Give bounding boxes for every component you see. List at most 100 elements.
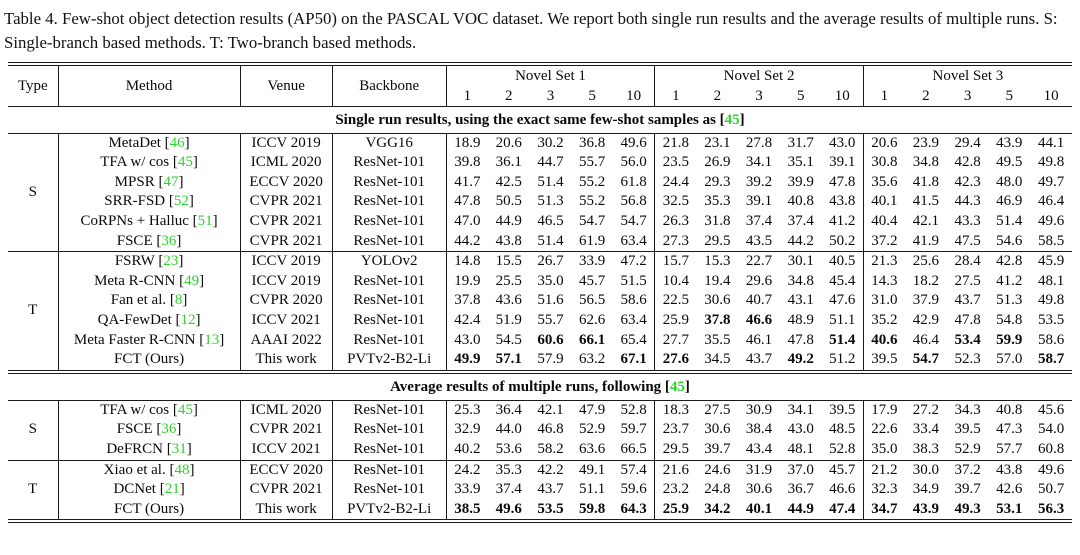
method-cell: FSCE [36] <box>58 420 241 440</box>
ap50-value: 51.4 <box>537 232 564 249</box>
method-cell: Meta Faster R-CNN [13] <box>58 330 241 351</box>
ap50-value: 43.6 <box>495 292 522 309</box>
ap50-value: 31.9 <box>745 461 773 478</box>
ap50-value: 48.9 <box>787 312 814 329</box>
type-cell: T <box>8 251 59 372</box>
ap50-value: 51.9 <box>495 312 522 329</box>
table-row: DeFRCN [31] ICCV 2021 ResNet-101 40.2 53.6 58… <box>8 440 1072 461</box>
ap50-value: 15.7 <box>662 253 689 270</box>
ap50-value: 58.5 <box>1037 232 1065 249</box>
citation-ref: [45] <box>172 401 198 418</box>
ap50-value: 49.7 <box>1037 173 1065 190</box>
venue-cell: CVPR 2021 <box>240 212 333 232</box>
venue-cell: This work <box>240 350 333 372</box>
ap50-value: 41.8 <box>912 173 939 190</box>
ap50-value: 53.4 <box>954 331 981 348</box>
shot-header: 5 <box>588 87 596 104</box>
ap50-value: 63.4 <box>613 231 656 252</box>
ap50-value: 28.4 <box>954 253 981 270</box>
venue-cell: CVPR 2021 <box>240 192 333 213</box>
ap50-value: 27.5 <box>954 272 981 289</box>
ap50-value: 41.9 <box>912 232 939 249</box>
ap50-value: 42.8 <box>996 253 1023 270</box>
ap50-value: 31.0 <box>871 292 898 309</box>
ap50-value: 57.1 <box>495 351 522 368</box>
ap50-value: 25.5 <box>495 272 522 289</box>
table-row: S TFA w/ cos [45] ICML 2020 ResNet-101 25.3 3… <box>8 400 1072 461</box>
ap50-value: 61.8 <box>613 172 656 193</box>
ap50-value: 33.9 <box>454 481 481 498</box>
ap50-value: 43.8 <box>996 461 1023 478</box>
method-cell: FCT (Ours) <box>58 350 241 372</box>
venue-cell: CVPR 2021 <box>240 231 333 252</box>
ap50-value: 47.8 <box>787 331 814 348</box>
ap50-value: 18.2 <box>912 272 939 289</box>
ap50-value: 63.4 <box>613 311 656 331</box>
ap50-value: 54.6 <box>996 232 1023 249</box>
backbone-cell: ResNet-101 <box>332 460 447 481</box>
ap50-value: 45.6 <box>1037 401 1065 418</box>
backbone-cell: ResNet-101 <box>332 212 447 232</box>
ap50-value: 29.3 <box>704 173 731 190</box>
ap50-value: 39.5 <box>871 351 898 368</box>
ap50-value: 29.4 <box>954 134 981 151</box>
venue-cell: CVPR 2020 <box>240 291 333 312</box>
ap50-value: 47.3 <box>996 421 1023 438</box>
ap50-value: 49.6 <box>1037 461 1065 478</box>
ap50-value: 39.5 <box>954 421 981 438</box>
ap50-value: 38.5 <box>454 500 481 517</box>
ap50-value: 39.5 <box>821 400 864 421</box>
method-cell: MetaDet [46] <box>58 133 241 154</box>
table-row: FCT (Ours) This work PVTv2-B2-Li 49.9 57.1 57… <box>8 350 1072 372</box>
method-cell: MPSR [47] <box>58 172 241 193</box>
shot-header: 10 <box>1043 87 1059 104</box>
ap50-value: 23.7 <box>662 421 689 438</box>
ap50-value: 55.2 <box>579 193 606 210</box>
ap50-value: 56.5 <box>579 292 606 309</box>
ap50-value: 20.6 <box>871 134 898 151</box>
ap50-value: 51.1 <box>579 481 606 498</box>
ap50-value: 25.6 <box>912 253 939 270</box>
shot-header: 5 <box>796 87 805 104</box>
venue-cell: ICCV 2019 <box>240 271 333 292</box>
ap50-value: 39.1 <box>745 193 773 210</box>
ap50-value: 40.6 <box>871 331 898 348</box>
ap50-value: 25.9 <box>662 312 689 329</box>
ap50-value: 27.8 <box>745 134 773 151</box>
ap50-value: 58.7 <box>1037 351 1065 368</box>
table-row: SRR-FSD [52] CVPR 2021 ResNet-101 47.8 50.5 5… <box>8 192 1072 213</box>
ap50-value: 32.9 <box>454 421 481 438</box>
ap50-value: 65.4 <box>613 330 656 351</box>
ap50-value: 34.9 <box>912 481 939 498</box>
ap50-value: 45.7 <box>579 272 606 289</box>
ap50-value: 35.5 <box>704 331 731 348</box>
ap50-value: 39.9 <box>787 173 814 190</box>
ap50-value: 52.8 <box>613 400 656 421</box>
venue-cell: ICCV 2021 <box>240 440 333 461</box>
shot-header: 2 <box>713 87 722 104</box>
ap50-value: 44.2 <box>454 232 481 249</box>
ap50-value: 43.7 <box>954 292 981 309</box>
ap50-value: 30.6 <box>704 421 731 438</box>
ap50-value: 31.8 <box>704 213 731 230</box>
backbone-cell: ResNet-101 <box>332 440 447 461</box>
ap50-value: 40.5 <box>821 251 864 272</box>
shot-header: 10 <box>821 85 864 107</box>
ap50-value: 37.8 <box>454 292 481 309</box>
ap50-value: 27.2 <box>912 401 939 418</box>
table-row: Fan et al. [8] CVPR 2020 ResNet-101 37.8 43.… <box>8 291 1072 312</box>
citation-ref: [46] <box>164 134 190 151</box>
ap50-value: 20.6 <box>495 134 522 151</box>
ap50-value: 44.7 <box>537 154 564 171</box>
citation-ref: [36] <box>156 421 182 438</box>
backbone-cell: ResNet-101 <box>332 311 447 331</box>
ap50-value: 53.5 <box>1037 312 1065 329</box>
ap50-value: 64.3 <box>613 499 656 522</box>
table-row: FCT (Ours) This work PVTv2-B2-Li 38.5 49.6 53… <box>8 499 1072 522</box>
method-cell: Meta R-CNN [49] <box>58 271 241 292</box>
table-row: CoRPNs + Halluc [51] CVPR 2021 ResNet-101 4… <box>8 212 1072 232</box>
ap50-value: 54.8 <box>996 312 1023 329</box>
citation-ref: [48] <box>169 461 195 478</box>
venue-cell: ECCV 2020 <box>240 172 333 193</box>
ap50-value: 39.7 <box>954 481 981 498</box>
